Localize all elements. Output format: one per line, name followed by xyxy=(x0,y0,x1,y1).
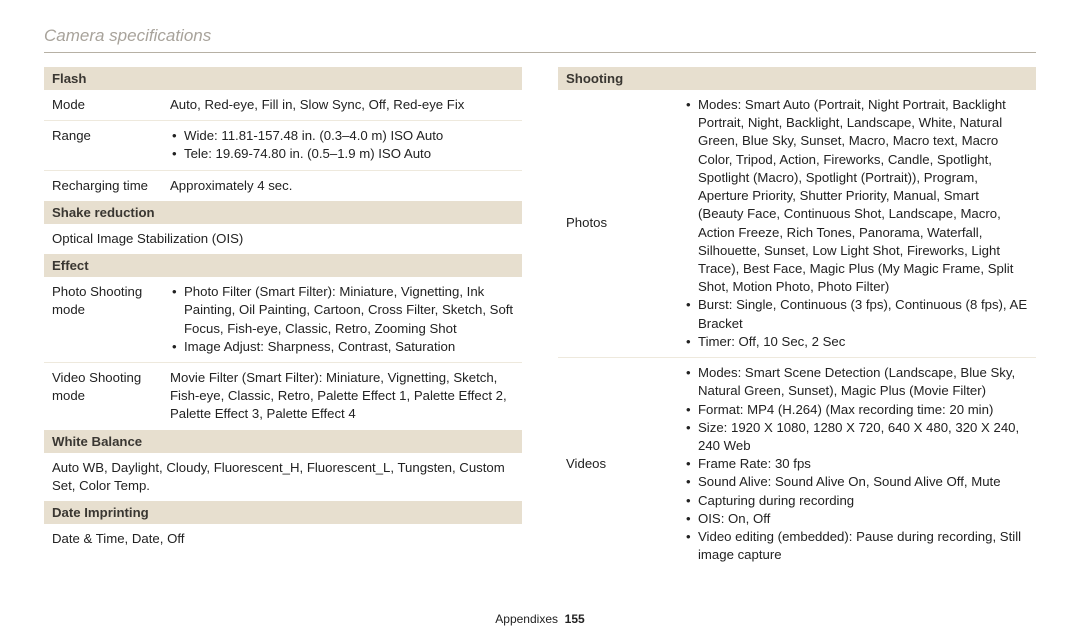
shooting-videos-value: Modes: Smart Scene Detection (Landscape,… xyxy=(676,358,1036,571)
flash-range-value: Wide: 11.81-157.48 in. (0.3–4.0 m) ISO A… xyxy=(162,121,522,170)
flash-range-list: Wide: 11.81-157.48 in. (0.3–4.0 m) ISO A… xyxy=(170,127,514,163)
wb-value: Auto WB, Daylight, Cloudy, Fluorescent_H… xyxy=(44,453,522,501)
table-row: Photo Shooting mode Photo Filter (Smart … xyxy=(44,277,522,362)
table-row: Video Shooting mode Movie Filter (Smart … xyxy=(44,362,522,429)
list-item: Format: MP4 (H.264) (Max recording time:… xyxy=(684,401,1028,419)
shooting-photos-list: Modes: Smart Auto (Portrait, Night Portr… xyxy=(684,96,1028,351)
flash-recharge-value: Approximately 4 sec. xyxy=(162,170,522,201)
flash-mode-value: Auto, Red-eye, Fill in, Slow Sync, Off, … xyxy=(162,90,522,121)
list-item: Timer: Off, 10 Sec, 2 Sec xyxy=(684,333,1028,351)
shake-header: Shake reduction xyxy=(44,201,522,224)
table-row: Range Wide: 11.81-157.48 in. (0.3–4.0 m)… xyxy=(44,121,522,170)
list-item: Modes: Smart Scene Detection (Landscape,… xyxy=(684,364,1028,400)
effect-photo-list: Photo Filter (Smart Filter): Miniature, … xyxy=(170,283,514,356)
list-item: Frame Rate: 30 fps xyxy=(684,455,1028,473)
left-column: Flash Mode Auto, Red-eye, Fill in, Slow … xyxy=(44,67,522,570)
effect-table: Photo Shooting mode Photo Filter (Smart … xyxy=(44,277,522,430)
shooting-table: Photos Modes: Smart Auto (Portrait, Nigh… xyxy=(558,90,1036,570)
footer-label: Appendixes xyxy=(495,612,558,626)
flash-range-key: Range xyxy=(44,121,162,170)
flash-header: Flash xyxy=(44,67,522,90)
flash-recharge-key: Recharging time xyxy=(44,170,162,201)
list-item: Video editing (embedded): Pause during r… xyxy=(684,528,1028,564)
list-item: Tele: 19.69-74.80 in. (0.5–1.9 m) ISO Au… xyxy=(170,145,514,163)
list-item: Burst: Single, Continuous (3 fps), Conti… xyxy=(684,296,1028,332)
wb-header: White Balance xyxy=(44,430,522,453)
page-title: Camera specifications xyxy=(44,26,1036,46)
date-value: Date & Time, Date, Off xyxy=(44,524,522,554)
shooting-videos-list: Modes: Smart Scene Detection (Landscape,… xyxy=(684,364,1028,564)
list-item: Photo Filter (Smart Filter): Miniature, … xyxy=(170,283,514,338)
flash-mode-key: Mode xyxy=(44,90,162,121)
effect-video-value: Movie Filter (Smart Filter): Miniature, … xyxy=(162,362,522,429)
shooting-header: Shooting xyxy=(558,67,1036,90)
shooting-videos-key: Videos xyxy=(558,358,676,571)
page: Camera specifications Flash Mode Auto, R… xyxy=(0,0,1080,626)
effect-video-key: Video Shooting mode xyxy=(44,362,162,429)
list-item: Image Adjust: Sharpness, Contrast, Satur… xyxy=(170,338,514,356)
table-row: Mode Auto, Red-eye, Fill in, Slow Sync, … xyxy=(44,90,522,121)
effect-photo-key: Photo Shooting mode xyxy=(44,277,162,362)
list-item: Sound Alive: Sound Alive On, Sound Alive… xyxy=(684,473,1028,491)
footer: Appendixes 155 xyxy=(44,612,1036,626)
flash-table: Mode Auto, Red-eye, Fill in, Slow Sync, … xyxy=(44,90,522,201)
list-item: Size: 1920 X 1080, 1280 X 720, 640 X 480… xyxy=(684,419,1028,455)
list-item: Wide: 11.81-157.48 in. (0.3–4.0 m) ISO A… xyxy=(170,127,514,145)
table-row: Recharging time Approximately 4 sec. xyxy=(44,170,522,201)
shake-value: Optical Image Stabilization (OIS) xyxy=(44,224,522,254)
shooting-photos-value: Modes: Smart Auto (Portrait, Night Portr… xyxy=(676,90,1036,358)
shooting-photos-key: Photos xyxy=(558,90,676,358)
date-header: Date Imprinting xyxy=(44,501,522,524)
table-row: Videos Modes: Smart Scene Detection (Lan… xyxy=(558,358,1036,571)
right-column: Shooting Photos Modes: Smart Auto (Portr… xyxy=(558,67,1036,570)
effect-header: Effect xyxy=(44,254,522,277)
title-rule xyxy=(44,52,1036,53)
columns: Flash Mode Auto, Red-eye, Fill in, Slow … xyxy=(44,67,1036,570)
effect-photo-value: Photo Filter (Smart Filter): Miniature, … xyxy=(162,277,522,362)
list-item: Modes: Smart Auto (Portrait, Night Portr… xyxy=(684,96,1028,296)
table-row: Photos Modes: Smart Auto (Portrait, Nigh… xyxy=(558,90,1036,358)
footer-page: 155 xyxy=(565,612,585,626)
list-item: Capturing during recording xyxy=(684,492,1028,510)
list-item: OIS: On, Off xyxy=(684,510,1028,528)
